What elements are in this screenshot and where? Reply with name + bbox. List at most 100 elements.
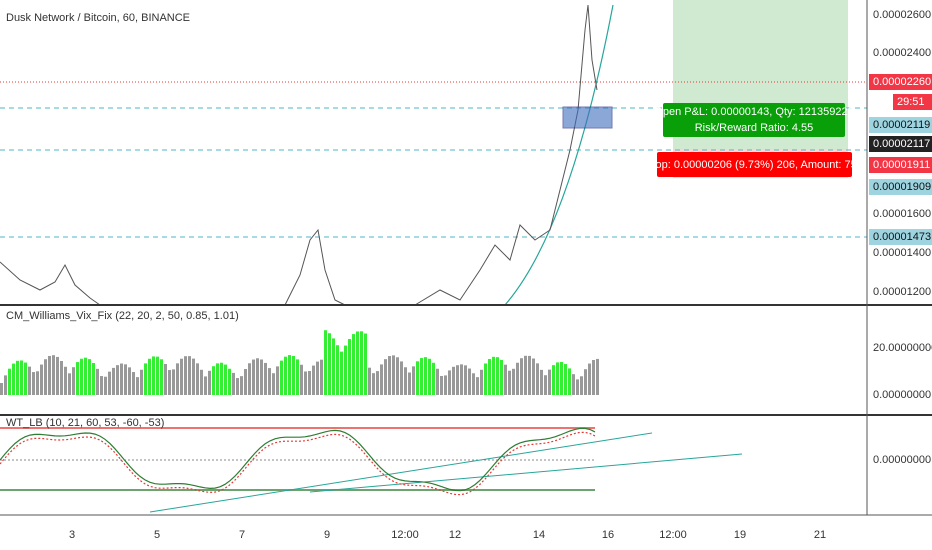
vix-bar xyxy=(104,376,107,395)
vix-bar xyxy=(528,355,531,395)
price-label-bg xyxy=(869,157,932,173)
vix-bar xyxy=(268,368,271,395)
vix-bar xyxy=(80,358,83,395)
vix-bar xyxy=(48,355,51,395)
vix-bar xyxy=(436,368,439,395)
vix-bar xyxy=(520,358,523,395)
vix-bar xyxy=(36,371,39,395)
vix-bar xyxy=(488,358,491,395)
vix-axis-label: 0.00000000 xyxy=(873,389,931,401)
vix-bar xyxy=(72,367,75,395)
vix-bar xyxy=(64,366,67,395)
stop-label: Stop: 0.00000206 (9.73%) 206, Amount: 75… xyxy=(645,159,863,171)
vix-bar xyxy=(324,330,327,395)
vix-bar xyxy=(124,364,127,395)
vix-bar xyxy=(424,357,427,395)
price-label: 0.00002117 xyxy=(873,138,930,150)
vix-bar xyxy=(76,362,79,395)
vix-bar xyxy=(516,362,519,395)
vix-bar xyxy=(404,367,407,395)
vix-bar xyxy=(376,371,379,395)
vix-bar xyxy=(20,360,23,395)
vix-bar xyxy=(364,333,367,395)
vix-bar xyxy=(92,362,95,395)
vix-bar xyxy=(288,355,291,395)
time-label: 14 xyxy=(533,529,545,541)
vix-bar xyxy=(192,358,195,395)
vix-bar xyxy=(228,368,231,395)
vix-bar xyxy=(108,371,111,395)
vix-bar xyxy=(336,345,339,395)
vix-bar xyxy=(168,370,171,395)
vix-bar xyxy=(204,376,207,395)
indicator-label: CM_Williams_Vix_Fix (22, 20, 2, 50, 0.85… xyxy=(6,310,239,322)
time-label: 21 xyxy=(814,529,826,541)
vix-bars xyxy=(0,330,599,395)
vix-bar xyxy=(500,359,503,395)
vix-bar xyxy=(428,358,431,395)
vix-bar xyxy=(584,369,587,395)
vix-bar xyxy=(496,357,499,395)
vix-bar xyxy=(256,358,259,395)
vix-bar xyxy=(136,377,139,395)
vix-bar xyxy=(84,357,87,395)
vix-bar xyxy=(432,362,435,395)
vix-bar xyxy=(44,359,47,395)
vix-bar xyxy=(88,359,91,395)
vix-bar xyxy=(96,368,99,395)
curve xyxy=(504,4,614,306)
vix-bar xyxy=(512,368,515,395)
vix-bar xyxy=(152,356,155,395)
vix-bar xyxy=(548,369,551,395)
vix-bar xyxy=(116,365,119,395)
vix-bar xyxy=(556,362,559,395)
vix-bar xyxy=(480,369,483,395)
vix-bar xyxy=(172,369,175,395)
vix-bar xyxy=(200,369,203,395)
stop-label-bg xyxy=(657,152,852,177)
vix-bar xyxy=(416,361,419,395)
vix-bar xyxy=(524,355,527,395)
vix-bar xyxy=(244,369,247,395)
vix-bar xyxy=(476,377,479,395)
vix-bar xyxy=(240,376,243,395)
vix-bar xyxy=(28,366,31,395)
wt-lines xyxy=(0,427,596,496)
vix-bar xyxy=(304,371,307,395)
price-label: 0.00002260 xyxy=(873,76,931,88)
selection-box[interactable] xyxy=(562,106,613,129)
vix-bar xyxy=(344,345,347,395)
vix-bar xyxy=(568,368,571,395)
price-label: 0.00001400 xyxy=(873,247,931,259)
vix-bar xyxy=(40,364,43,395)
vix-bar xyxy=(560,361,563,395)
vix-bar xyxy=(132,372,135,395)
vix-bar xyxy=(280,360,283,395)
vix-bar xyxy=(8,368,11,395)
time-label: 16 xyxy=(602,529,614,541)
vix-bar xyxy=(356,331,359,395)
chart-title: Dusk Network / Bitcoin, 60, BINANCE xyxy=(6,12,190,24)
vix-bar xyxy=(0,383,3,395)
vix-bar xyxy=(504,364,507,395)
vix-bar xyxy=(224,364,227,395)
vix-bar xyxy=(540,369,543,395)
price-label-bg xyxy=(869,229,932,245)
vix-bar xyxy=(120,363,123,395)
vix-bar xyxy=(396,357,399,395)
vix-bar xyxy=(284,356,287,395)
vix-bar xyxy=(12,363,15,395)
vix-bar xyxy=(320,359,323,395)
vix-bar xyxy=(144,363,147,395)
vix-bar xyxy=(52,355,55,395)
price-label: 0.00002600 xyxy=(873,9,931,21)
vix-bar xyxy=(164,363,167,395)
vix-bar xyxy=(300,364,303,395)
vix-bar xyxy=(544,375,547,395)
vix-bar xyxy=(372,373,375,395)
time-label: 3 xyxy=(69,529,75,541)
vix-bar xyxy=(316,361,319,395)
time-label: 12:00 xyxy=(391,529,419,541)
price-label: 0.00001911 xyxy=(873,159,930,171)
